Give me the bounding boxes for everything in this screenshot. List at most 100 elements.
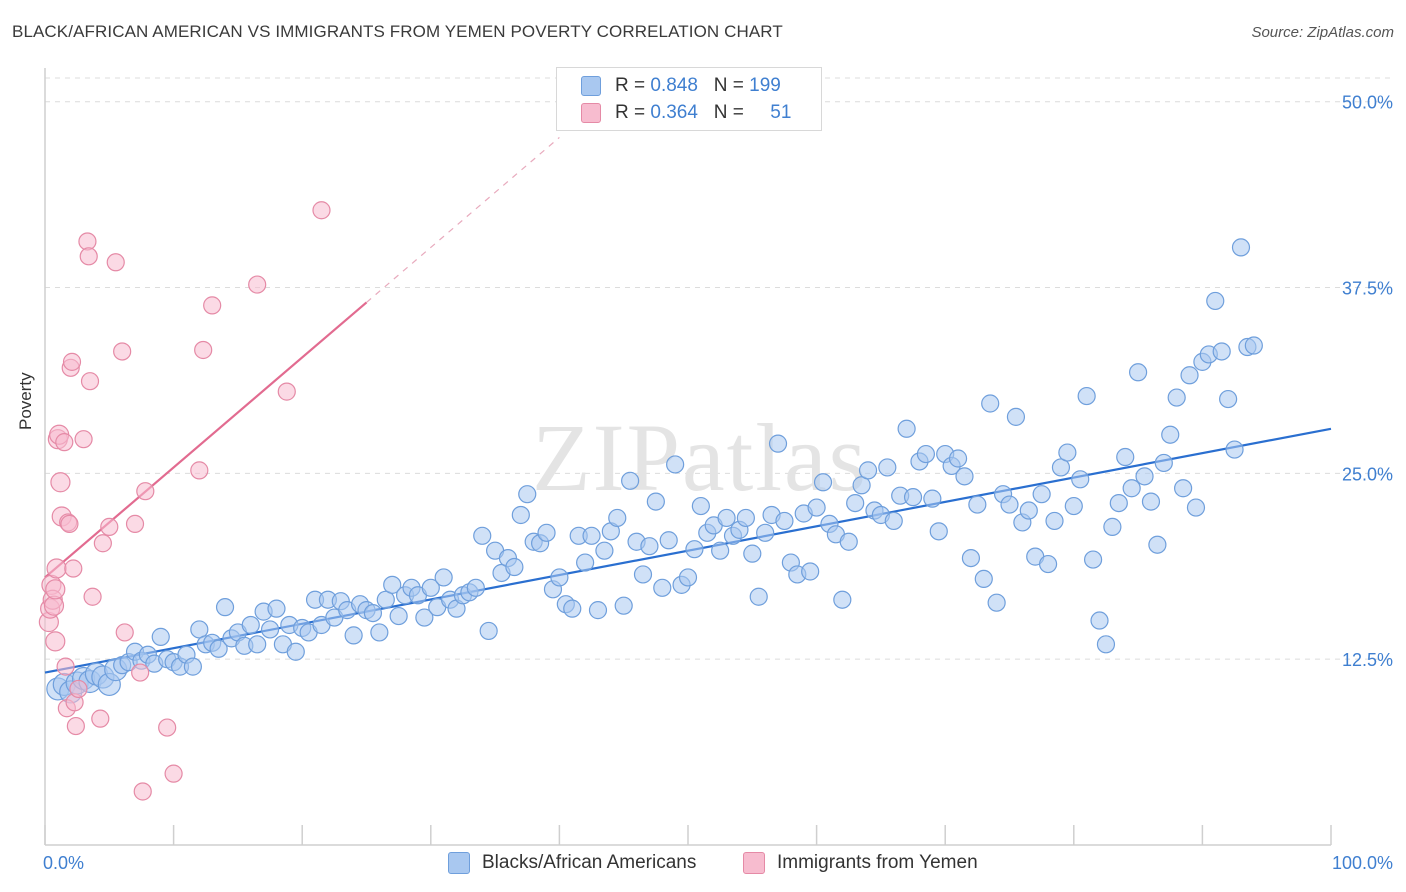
point-blacks (633, 565, 653, 584)
point-blacks (286, 642, 305, 661)
point-blacks (1077, 386, 1096, 406)
point-blacks (505, 557, 524, 577)
point-yemen (64, 559, 83, 578)
point-blacks (1186, 498, 1206, 517)
chart-title: BLACK/AFRICAN AMERICAN VS IMMIGRANTS FRO… (12, 22, 783, 41)
point-blacks (775, 511, 794, 531)
point-blacks (903, 488, 923, 507)
legend-row-blacks: R = 0.848 N = 199 (581, 74, 781, 98)
y-axis-label: Poverty (16, 372, 35, 430)
point-blacks (768, 434, 788, 453)
point-blacks (666, 455, 685, 474)
point-blacks (183, 657, 202, 676)
point-yemen (277, 382, 296, 401)
point-yemen (203, 296, 222, 315)
point-blacks (955, 467, 974, 486)
point-blacks (511, 505, 530, 525)
point-blacks (929, 522, 948, 541)
point-blacks (260, 620, 280, 639)
point-blacks (518, 485, 537, 504)
point-blacks (151, 627, 170, 646)
series-label-blacks: Blacks/African Americans (482, 852, 697, 873)
point-yemen (106, 253, 125, 272)
point-blacks (1109, 493, 1128, 513)
watermark: ZIPatlas (532, 404, 868, 511)
point-blacks (743, 544, 762, 563)
point-blacks (878, 458, 897, 477)
point-blacks (1122, 479, 1141, 498)
y-tick-label: 12.5% (1342, 650, 1393, 670)
legend-swatch-blue (581, 76, 601, 96)
point-blacks (640, 537, 659, 556)
point-blacks (389, 606, 408, 626)
point-blacks (248, 635, 267, 654)
point-blacks (1083, 550, 1103, 569)
point-blacks (1058, 443, 1077, 462)
series-swatch-blue (448, 852, 470, 874)
point-blacks (421, 578, 440, 597)
point-blacks (588, 601, 608, 620)
point-yemen (312, 201, 331, 220)
point-blacks (595, 541, 614, 560)
y-tick-label: 25.0% (1342, 464, 1393, 484)
point-blacks (215, 598, 235, 617)
series-legend: Blacks/African Americans Immigrants from… (0, 852, 1406, 878)
point-blacks (466, 578, 485, 597)
point-blacks (736, 508, 755, 528)
point-yemen (93, 534, 112, 553)
point-yemen (190, 461, 209, 480)
series-label-yemen: Immigrants from Yemen (777, 852, 978, 873)
point-blacks (241, 615, 260, 635)
legend-swatch-pink (581, 103, 601, 123)
point-blacks (685, 540, 704, 559)
point-blacks (756, 523, 775, 542)
point-blacks (608, 508, 627, 528)
point-blacks (923, 489, 942, 508)
point-blacks (344, 626, 363, 645)
y-tick-label: 50.0% (1342, 93, 1393, 113)
point-blacks (1128, 363, 1148, 382)
point-blacks (839, 532, 858, 551)
point-blacks (646, 492, 665, 511)
point-blacks (1154, 453, 1173, 473)
series-swatch-pink (743, 852, 765, 874)
legend-n-label: N = (713, 75, 744, 96)
point-blacks (1090, 611, 1109, 630)
point-blacks (1167, 388, 1186, 407)
point-blacks (1116, 447, 1135, 467)
point-blacks (749, 587, 768, 606)
legend-n-value: 199 (749, 75, 781, 96)
point-blacks (801, 562, 820, 581)
point-blacks (582, 526, 601, 545)
series-legend-yemen[interactable]: Immigrants from Yemen (743, 852, 978, 874)
point-blacks (1064, 496, 1083, 516)
point-blacks (961, 548, 981, 568)
point-blacks (884, 511, 903, 531)
legend-r-label: R = (615, 102, 646, 123)
point-blacks (711, 541, 730, 560)
point-yemen (56, 657, 75, 676)
point-blacks (363, 603, 383, 623)
x-tick-label: 0.0% (43, 853, 84, 873)
point-blacks (678, 568, 698, 587)
point-blacks (267, 599, 286, 618)
point-blacks (1096, 635, 1116, 654)
point-blacks (974, 569, 993, 589)
point-yemen (69, 679, 88, 699)
series-legend-blacks[interactable]: Blacks/African Americans (448, 852, 696, 874)
point-blacks (209, 639, 228, 658)
point-blacks (1006, 407, 1026, 426)
point-blacks (1103, 517, 1122, 536)
source-credit: Source: ZipAtlas.com (1251, 24, 1394, 41)
point-blacks (1038, 554, 1058, 574)
point-yemen (194, 340, 213, 360)
point-blacks (858, 461, 878, 480)
point-yemen (91, 709, 110, 728)
point-yemen (131, 663, 150, 682)
point-blacks (537, 523, 556, 542)
point-blacks (807, 498, 826, 517)
point-yemen (60, 514, 79, 534)
point-yemen (158, 718, 177, 737)
point-blacks (916, 444, 936, 464)
